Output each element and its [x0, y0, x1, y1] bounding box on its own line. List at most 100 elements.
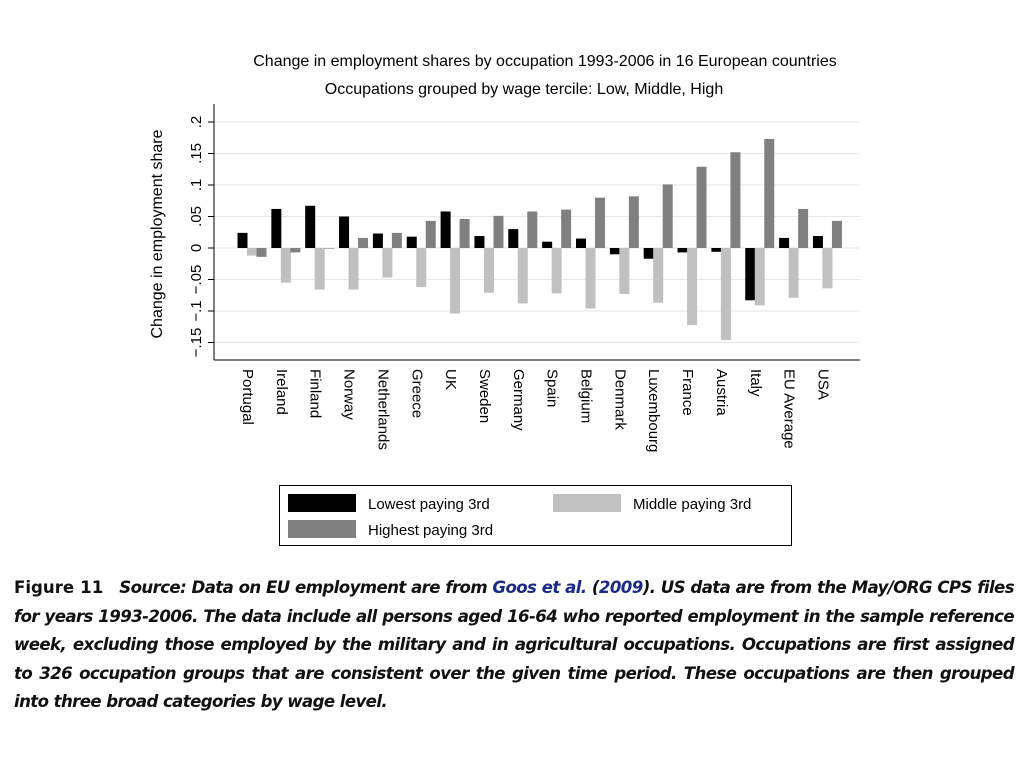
figure-label: Figure 11 — [14, 578, 104, 597]
x-tick-label-spain: Spain — [544, 369, 561, 407]
x-tick-label-denmark: Denmark — [611, 369, 628, 430]
bar-belgium-high — [595, 197, 605, 248]
bar-ireland-middle — [280, 248, 291, 283]
bar-greece-low — [406, 236, 417, 248]
x-tick-label-usa: USA — [814, 369, 831, 400]
x-tick-label-germany: Germany — [510, 369, 527, 431]
bar-greece-middle — [416, 248, 427, 288]
legend-label-0: Lowest paying 3rd — [368, 496, 490, 513]
y-tick-label-4: .05 — [188, 206, 205, 227]
bar-greece-high — [425, 220, 436, 248]
bar-ireland-low — [271, 208, 282, 248]
legend-swatch-0 — [288, 494, 356, 512]
bar-eu-average-high — [798, 208, 809, 248]
caption-paren-open: ( — [586, 578, 600, 597]
citation-year-link[interactable]: 2009 — [598, 578, 643, 597]
bar-eu-average-middle — [788, 248, 799, 298]
y-tick-label-7: .2 — [188, 116, 205, 129]
employment-share-chart: Change in employment shares by occupatio… — [149, 53, 860, 546]
y-tick-label-6: .15 — [188, 143, 205, 164]
bar-norway-low — [339, 216, 350, 248]
bar-austria-high — [730, 152, 741, 248]
bar-usa-high — [831, 220, 842, 248]
bar-luxembourg-high — [662, 184, 673, 248]
x-tick-label-portugal: Portugal — [239, 369, 256, 425]
bars-group — [237, 139, 842, 340]
bar-luxembourg-low — [643, 248, 654, 259]
bar-usa-low — [812, 236, 823, 248]
bar-netherlands-low — [372, 233, 383, 248]
bar-netherlands-high — [391, 232, 402, 248]
bar-netherlands-middle — [382, 248, 393, 278]
legend-label-1: Middle paying 3rd — [633, 496, 751, 513]
x-tick-label-finland: Finland — [307, 369, 324, 418]
bar-austria-low — [711, 248, 722, 252]
figure-caption: Figure 11 Source: Data on EU employment a… — [14, 574, 1015, 717]
bar-finland-high — [324, 248, 335, 249]
legend-swatch-1 — [553, 494, 621, 512]
chart-subtitle: Occupations grouped by wage tercile: Low… — [325, 81, 723, 98]
x-tick-label-netherlands: Netherlands — [374, 369, 391, 450]
bar-eu-average-low — [779, 237, 790, 248]
bar-uk-low — [440, 211, 451, 248]
bar-luxembourg-middle — [653, 248, 664, 303]
y-tick-label-0: −.15 — [188, 328, 205, 358]
chart-title: Change in employment shares by occupatio… — [253, 53, 837, 70]
bar-germany-low — [508, 229, 519, 248]
bar-belgium-middle — [585, 248, 596, 309]
bar-usa-middle — [822, 248, 833, 289]
bar-sweden-middle — [483, 248, 494, 293]
bar-uk-high — [459, 219, 470, 248]
x-tick-labels: Portugal Ireland Finland Norway Netherlands G… — [239, 369, 831, 452]
bar-spain-middle — [551, 248, 562, 294]
bar-denmark-high — [628, 196, 639, 248]
y-tick-label-5: .1 — [188, 179, 205, 192]
bar-sweden-high — [493, 215, 504, 248]
bar-uk-middle — [450, 248, 461, 314]
axes — [213, 104, 860, 361]
y-tick-label-3: 0 — [188, 244, 205, 252]
x-tick-label-sweden: Sweden — [476, 369, 493, 423]
bar-portugal-low — [237, 232, 248, 248]
bar-sweden-low — [474, 236, 485, 248]
x-tick-label-uk: UK — [442, 369, 459, 390]
bar-france-high — [696, 166, 707, 248]
bar-norway-middle — [348, 248, 359, 290]
bar-belgium-low — [576, 238, 586, 248]
bar-finland-middle — [314, 248, 325, 290]
y-axis-label: Change in employment share — [149, 129, 166, 338]
y-tick-labels: −.15 −.1 −.05 0 .05 .1 .15 .2 — [188, 116, 214, 358]
bar-germany-middle — [517, 248, 528, 304]
bar-ireland-high — [290, 248, 301, 253]
x-tick-label-italy: Italy — [747, 369, 764, 397]
bar-spain-low — [542, 241, 553, 248]
legend-box — [279, 485, 792, 546]
bar-portugal-high — [256, 248, 267, 257]
legend: Lowest paying 3rd Middle paying 3rd Highes… — [279, 485, 792, 546]
y-tick-label-1: −.1 — [188, 300, 205, 321]
bar-france-middle — [687, 248, 698, 325]
x-tick-label-austria: Austria — [713, 369, 730, 416]
bar-germany-high — [527, 211, 538, 248]
x-tick-label-greece: Greece — [408, 369, 425, 418]
legend-label-2: Highest paying 3rd — [368, 522, 493, 539]
legend-swatch-2 — [288, 520, 356, 538]
bar-italy-low — [745, 248, 756, 301]
bar-italy-middle — [754, 248, 765, 306]
caption-text-after: ). US data are from the May/ORG CPS file… — [14, 578, 1015, 711]
bar-denmark-middle — [619, 248, 630, 294]
bar-norway-high — [358, 237, 369, 248]
x-tick-label-belgium: Belgium — [578, 369, 595, 423]
x-tick-label-norway: Norway — [341, 369, 358, 420]
bar-spain-high — [561, 209, 572, 248]
x-tick-label-eu-average: EU Average — [781, 369, 798, 449]
bar-austria-middle — [720, 248, 731, 340]
bar-italy-high — [764, 139, 775, 248]
x-tick-label-ireland: Ireland — [273, 369, 290, 415]
citation-author-link[interactable]: Goos et al. — [492, 578, 587, 597]
bar-denmark-low — [609, 248, 620, 255]
x-tick-label-luxembourg: Luxembourg — [645, 369, 662, 452]
bar-portugal-middle — [247, 248, 257, 256]
x-tick-label-france: France — [679, 369, 696, 416]
bar-finland-low — [305, 205, 316, 248]
